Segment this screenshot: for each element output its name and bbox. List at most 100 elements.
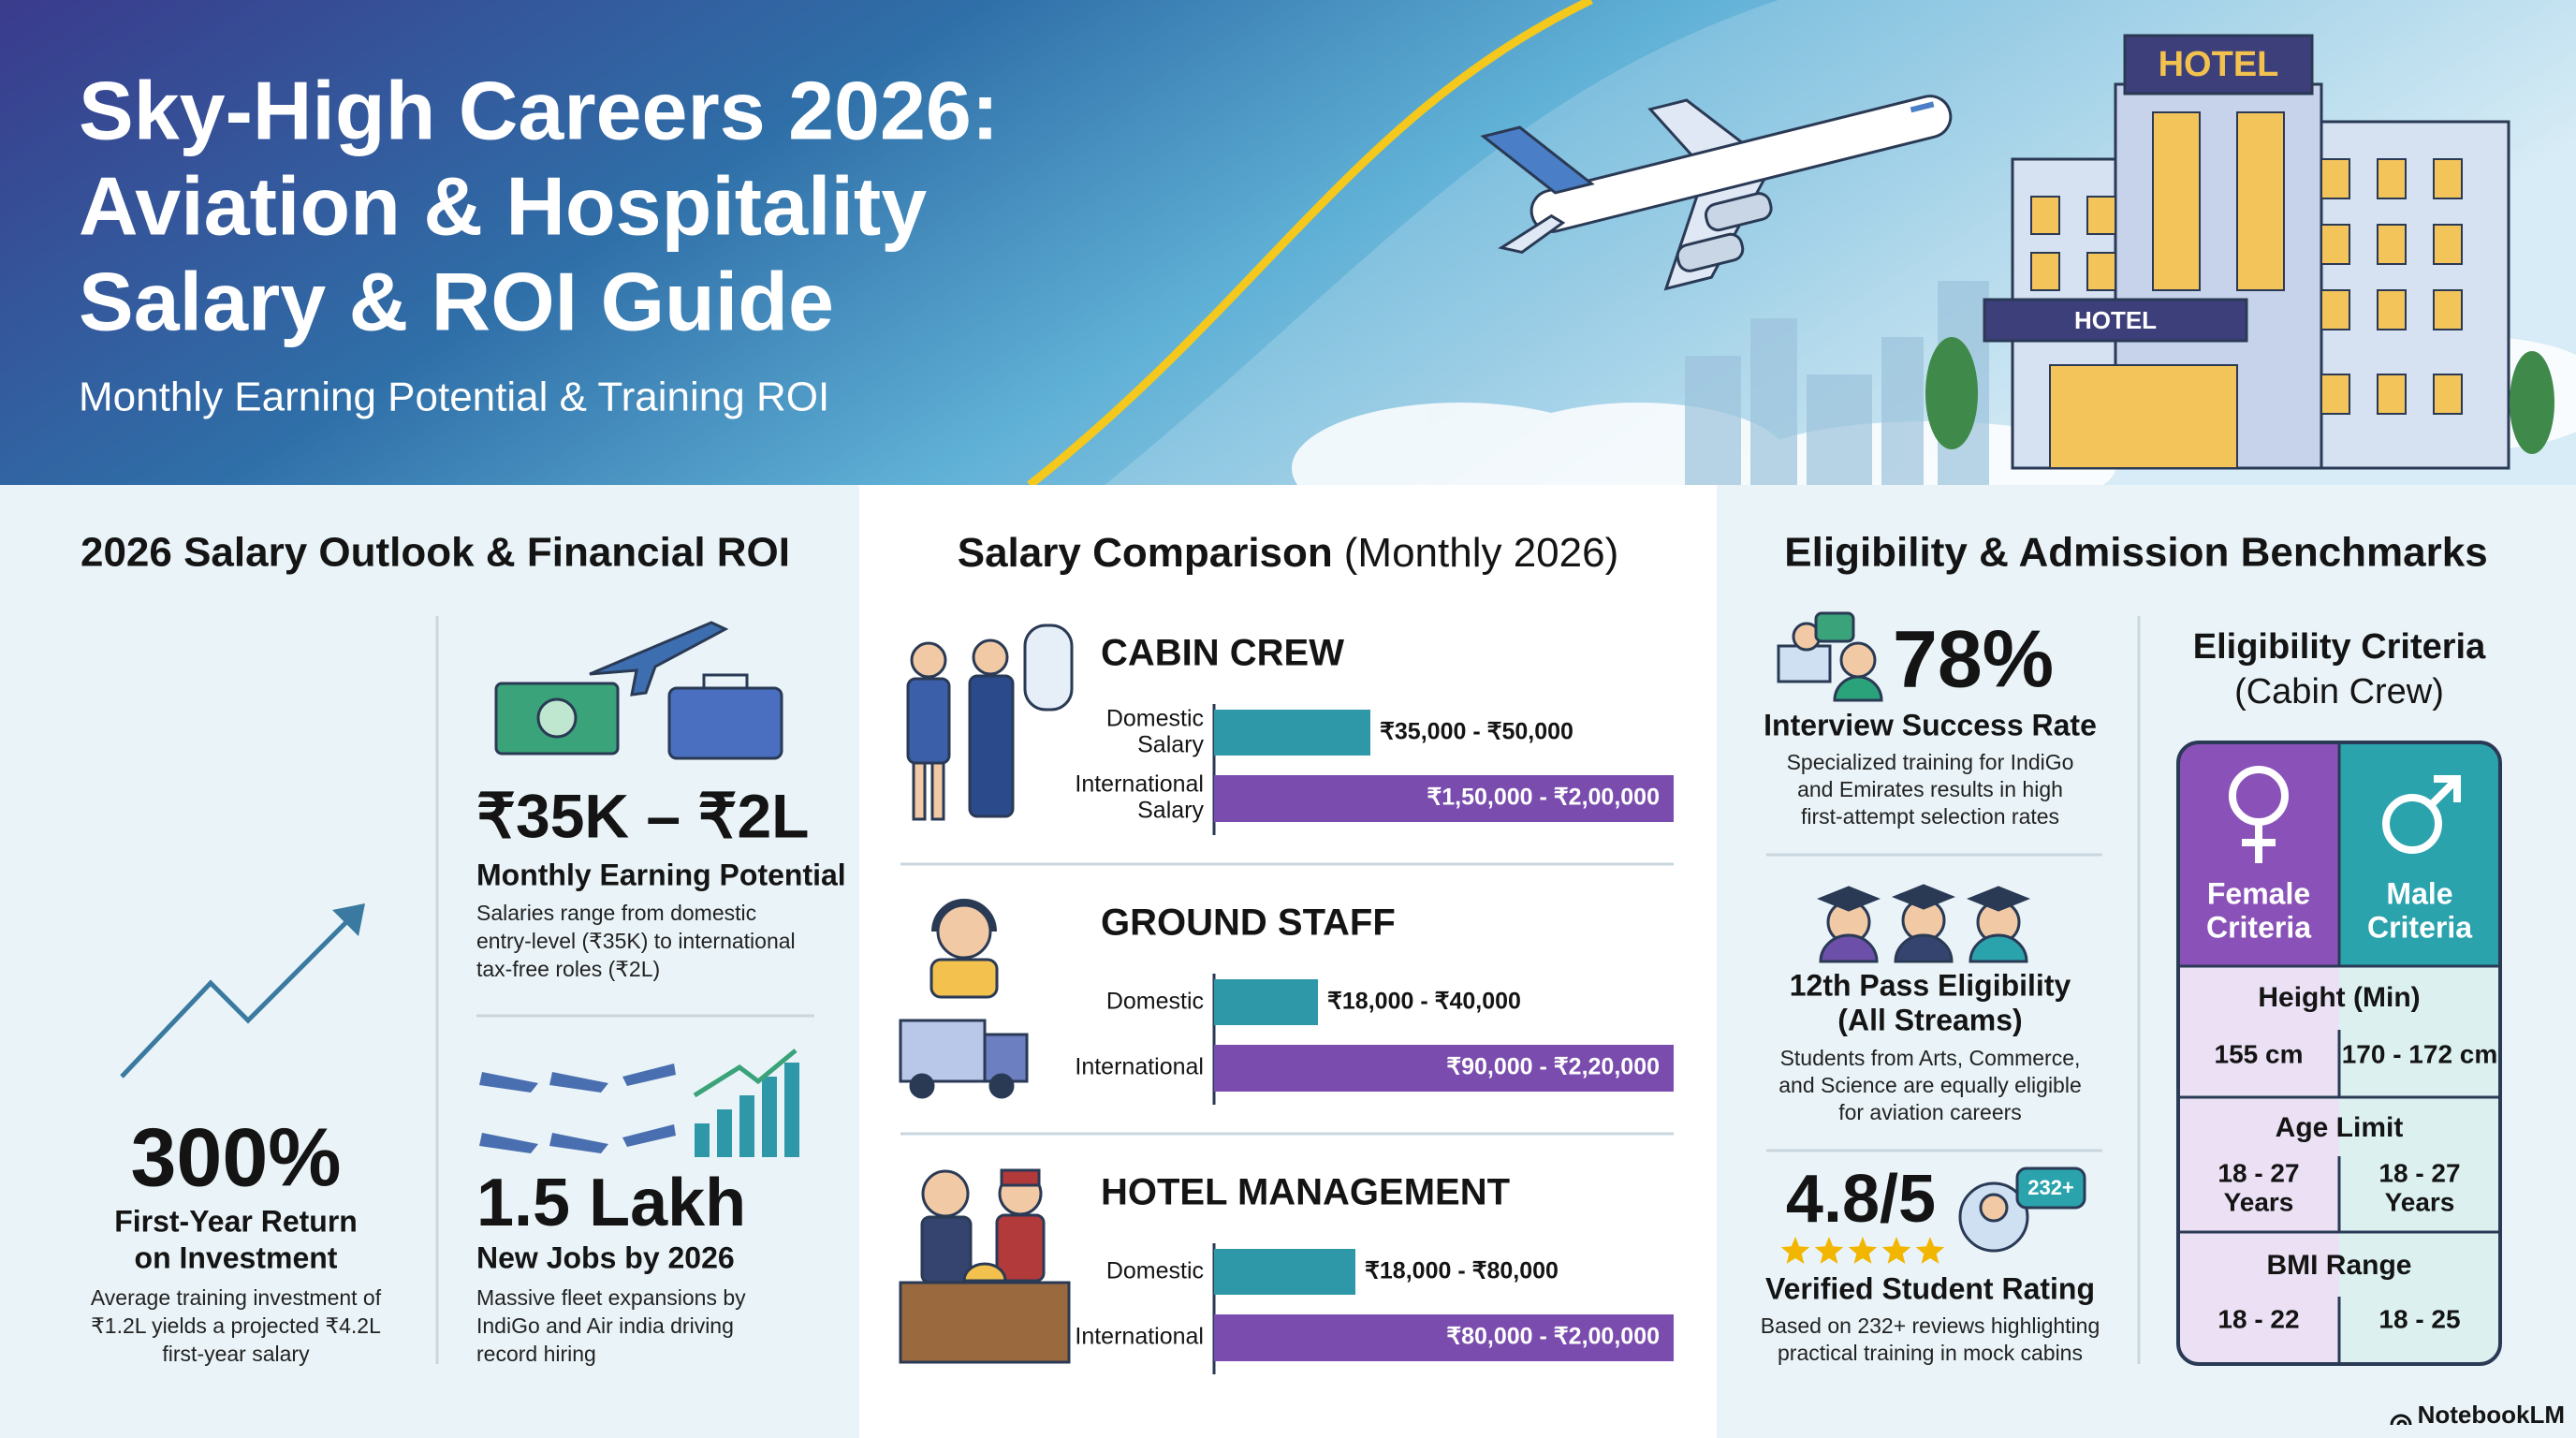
range-label: ₹35,000 - ₹50,000 xyxy=(1380,719,1573,745)
role-title: HOTEL MANAGEMENT xyxy=(1101,1172,1510,1213)
cabin-crew-illustration xyxy=(906,624,1074,821)
stat-description: first-attempt selection rates xyxy=(1801,804,2059,829)
stat-label: Monthly Earning Potential xyxy=(476,858,846,891)
criteria-table xyxy=(2178,742,2500,1364)
cell-value: 18 - 27 xyxy=(2378,1158,2460,1187)
decor-curve xyxy=(1027,0,1593,489)
column-header: Female xyxy=(2207,876,2310,910)
international-bar xyxy=(1214,1314,1674,1361)
stat-label: New Jobs by 2026 xyxy=(476,1240,735,1274)
row-label: Salary xyxy=(1137,732,1204,758)
row-label: Domestic xyxy=(1106,706,1204,732)
title-line: Aviation & Hospitality xyxy=(79,159,927,252)
growth-arrow-icon xyxy=(120,906,362,1078)
subtitle: Monthly Earning Potential & Training ROI xyxy=(79,374,829,420)
stat-description: practical training in mock cabins xyxy=(1778,1341,2083,1365)
range-label: ₹90,000 - ₹2,20,000 xyxy=(1446,1054,1660,1080)
row-label: Domestic xyxy=(1106,989,1204,1015)
money-travel-icon xyxy=(494,621,783,760)
cell-value: 18 - 27 xyxy=(2217,1158,2299,1187)
female-symbol xyxy=(2229,766,2289,863)
hotel-sign: HOTEL xyxy=(2074,306,2157,334)
stat-description: Based on 232+ reviews highlighting xyxy=(1761,1313,2100,1338)
ground-staff-illustration xyxy=(899,899,1029,1099)
title-line: Sky-High Careers 2026: xyxy=(79,64,999,156)
stat-label: 12th Pass Eligibility xyxy=(1790,968,2071,1002)
hotel-management-illustration xyxy=(899,1168,1071,1364)
row-label: BMI Range xyxy=(2266,1250,2411,1281)
cell-value: 155 cm xyxy=(2215,1039,2304,1068)
criteria-subtitle: (Cabin Crew) xyxy=(2234,672,2444,712)
stat-description: ₹1.2L yields a projected ₹4.2L xyxy=(91,1313,381,1338)
stat-description: Salaries range from domestic xyxy=(476,901,756,925)
graduates-icon xyxy=(1816,884,2031,963)
cell-value: 18 - 25 xyxy=(2378,1304,2460,1333)
stat-label: on Investment xyxy=(135,1240,338,1274)
stat-description: first-year salary xyxy=(162,1342,310,1366)
growth-bars-icon xyxy=(695,1063,799,1157)
star xyxy=(1915,1237,1945,1264)
column-background xyxy=(0,485,859,1438)
stat-value: 4.8/5 xyxy=(1786,1162,1936,1237)
heading-main: Salary Comparison xyxy=(958,530,1333,576)
row-label: Domestic xyxy=(1106,1258,1204,1284)
cell-value: Years xyxy=(2385,1187,2455,1216)
stat-description: Massive fleet expansions by xyxy=(476,1285,746,1310)
column-header: Criteria xyxy=(2206,910,2311,944)
interview-icon xyxy=(1777,611,1883,702)
footer-brand: NotebookLM xyxy=(2418,1401,2565,1429)
column-header: Male xyxy=(2386,876,2452,910)
range-label: ₹1,50,000 - ₹2,00,000 xyxy=(1427,785,1660,811)
stat-description: tax-free roles (₹2L) xyxy=(476,957,660,981)
eligibility-column: Eligibility & Admission Benchmarks 78% I… xyxy=(1761,530,2502,1366)
growth-bars-icon xyxy=(693,1049,798,1098)
stat-description: and Science are equally eligible xyxy=(1778,1073,2082,1097)
growth-arrow-icon xyxy=(332,903,365,936)
stat-value: 1.5 Lakh xyxy=(476,1166,746,1240)
hotel-sign: HOTEL xyxy=(2159,45,2279,84)
row-label: Age Limit xyxy=(2276,1112,2404,1143)
international-bar xyxy=(1214,775,1674,822)
comparison-column: Salary Comparison (Monthly 2026) CABIN CR… xyxy=(899,530,1674,1374)
stat-value: 78% xyxy=(1893,615,2054,705)
domestic-bar xyxy=(1214,979,1318,1025)
male-header-cell xyxy=(2339,742,2500,966)
stat-label: Interview Success Rate xyxy=(1764,708,2097,741)
hotel-illustration xyxy=(1925,34,2554,470)
star xyxy=(1780,1237,1810,1264)
criteria-title: Eligibility Criteria xyxy=(2193,627,2486,667)
reviewer-icon xyxy=(1958,1167,2086,1253)
male-symbol xyxy=(2382,775,2461,854)
stat-description: record hiring xyxy=(476,1342,596,1366)
stat-label: Verified Student Rating xyxy=(1765,1271,2095,1305)
row-label: International xyxy=(1075,771,1204,798)
stat-description: Specialized training for IndiGo xyxy=(1787,750,2074,774)
stat-description: IndiGo and Air india driving xyxy=(476,1313,734,1338)
row-label: International xyxy=(1075,1054,1204,1080)
star xyxy=(1881,1237,1911,1264)
male-cells xyxy=(2339,966,2500,1364)
row-label: Height (Min) xyxy=(2258,982,2420,1013)
domestic-bar xyxy=(1214,710,1370,756)
rating-stars xyxy=(1780,1237,1945,1264)
stat-description: for aviation careers xyxy=(1838,1100,2022,1124)
international-bar xyxy=(1214,1045,1674,1092)
footer-logo xyxy=(2390,1414,2412,1426)
column-header: Criteria xyxy=(2367,910,2472,944)
airplane-illustration xyxy=(1480,95,1953,291)
domestic-bar xyxy=(1214,1249,1355,1295)
female-cells xyxy=(2178,966,2339,1364)
stat-value: ₹35K – ₹2L xyxy=(476,781,809,850)
range-label: ₹18,000 - ₹80,000 xyxy=(1365,1258,1559,1284)
outlook-column: 2026 Salary Outlook & Financial ROI 300%… xyxy=(80,530,846,1366)
stat-description: and Emirates results in high xyxy=(1797,777,2063,801)
stat-label: First-Year Return xyxy=(114,1204,358,1238)
heading-note: (Monthly 2026) xyxy=(1344,530,1618,576)
row-label: Salary xyxy=(1137,798,1204,824)
cell-value: 18 - 22 xyxy=(2217,1304,2299,1333)
fleet-icon xyxy=(479,1064,676,1153)
cell-value: Years xyxy=(2224,1187,2294,1216)
review-badge: 232+ xyxy=(2027,1176,2074,1199)
